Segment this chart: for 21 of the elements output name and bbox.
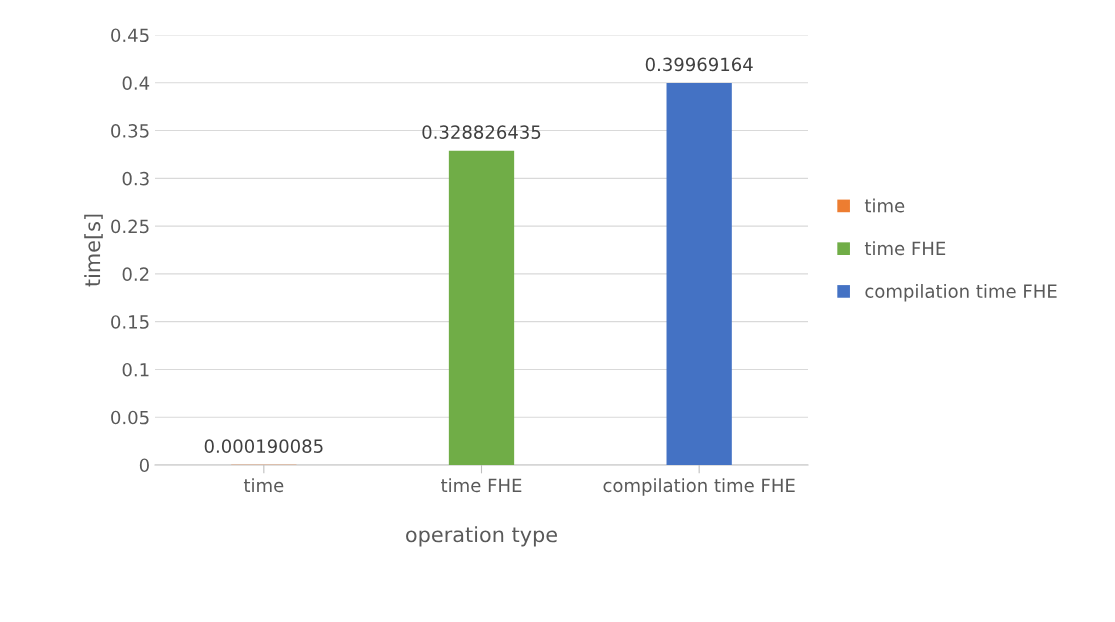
- y-tick-label: 0.35: [111, 124, 149, 138]
- x-tick-label: compilation time FHE: [603, 478, 795, 496]
- legend-label: compilation time FHE: [865, 284, 1057, 302]
- y-tick-label: 0.1: [122, 362, 149, 377]
- y-tick-label: 0.15: [111, 315, 149, 329]
- x-tick-label: time FHE: [441, 478, 522, 493]
- x-axis-title: operation type: [406, 526, 557, 547]
- y-tick-label: 0.45: [111, 28, 149, 43]
- x-tick-label: time: [243, 478, 284, 493]
- data-label: 0.000190085: [204, 439, 323, 453]
- y-tick-label: 0.3: [122, 171, 149, 186]
- y-tick-label: 0.25: [111, 219, 149, 234]
- legend-label: time: [864, 198, 905, 213]
- data-label: 0.328826435: [422, 125, 541, 139]
- y-tick-label: 0.05: [111, 410, 149, 425]
- y-axis-title: time[s]: [84, 214, 103, 287]
- y-tick-label: 0.2: [122, 267, 149, 282]
- y-tick-label: 0.4: [122, 76, 150, 90]
- legend-label: time FHE: [864, 241, 946, 256]
- data-label: 0.39969164: [645, 57, 753, 72]
- y-tick-label: 0: [139, 458, 149, 473]
